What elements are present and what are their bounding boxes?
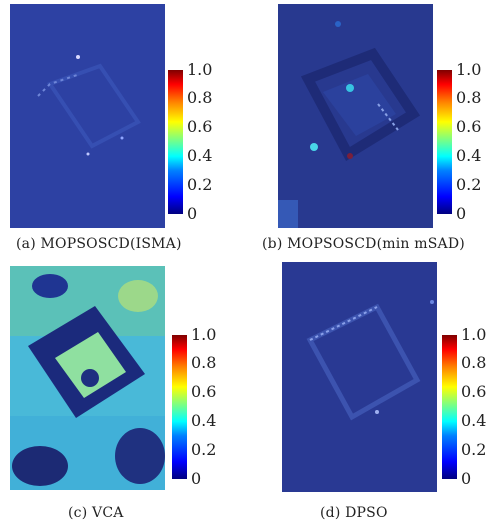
tick-label: 0.6 [456, 117, 482, 136]
tick-label: 0.2 [191, 440, 217, 459]
abundance-map-d [282, 262, 437, 492]
tick-label: 0.4 [187, 146, 213, 165]
tick-label: 0.4 [191, 411, 217, 430]
caption-c: (c) VCA [68, 505, 124, 521]
abundance-map-a [10, 4, 165, 228]
tick-label: 1.0 [191, 325, 217, 344]
colorbar-d [442, 335, 457, 479]
tick-label: 0.6 [191, 382, 217, 401]
tick-label: 0.2 [456, 175, 482, 194]
abundance-map-b [278, 4, 433, 228]
abundance-map-d-image [282, 262, 437, 492]
tick-label: 1.0 [461, 325, 487, 344]
tick-label: 1.0 [187, 60, 213, 79]
tick-label: 0 [461, 469, 472, 488]
tick-label: 0.8 [461, 353, 487, 372]
colorbar-c [172, 335, 187, 479]
abundance-map-a-image [10, 4, 165, 228]
tick-label: 0 [187, 204, 198, 223]
tick-label: 0.4 [456, 146, 482, 165]
caption-b: (b) MOPSOSCD(min mSAD) [262, 236, 465, 252]
tick-label: 0 [456, 204, 467, 223]
colorbar-a [168, 70, 183, 214]
tick-label: 1.0 [456, 60, 482, 79]
colorbar-ticks-d: 1.0 0.8 0.6 0.4 0.2 0 [461, 325, 491, 487]
abundance-map-b-image [278, 4, 433, 228]
colorbar-b [437, 70, 452, 214]
abundance-map-c-image [10, 266, 165, 490]
tick-label: 0.2 [187, 175, 213, 194]
abundance-map-c [10, 266, 165, 490]
tick-label: 0.6 [187, 117, 213, 136]
tick-label: 0.8 [191, 353, 217, 372]
caption-a: (a) MOPSOSCD(ISMA) [16, 236, 182, 252]
tick-label: 0.6 [461, 382, 487, 401]
tick-label: 0.8 [456, 88, 482, 107]
tick-label: 0.2 [461, 440, 487, 459]
tick-label: 0.4 [461, 411, 487, 430]
colorbar-ticks-c: 1.0 0.8 0.6 0.4 0.2 0 [191, 325, 221, 487]
tick-label: 0 [191, 469, 202, 488]
colorbar-ticks-b: 1.0 0.8 0.6 0.4 0.2 0 [456, 60, 486, 222]
tick-label: 0.8 [187, 88, 213, 107]
colorbar-ticks-a: 1.0 0.8 0.6 0.4 0.2 0 [187, 60, 217, 222]
caption-d: (d) DPSO [320, 505, 388, 521]
